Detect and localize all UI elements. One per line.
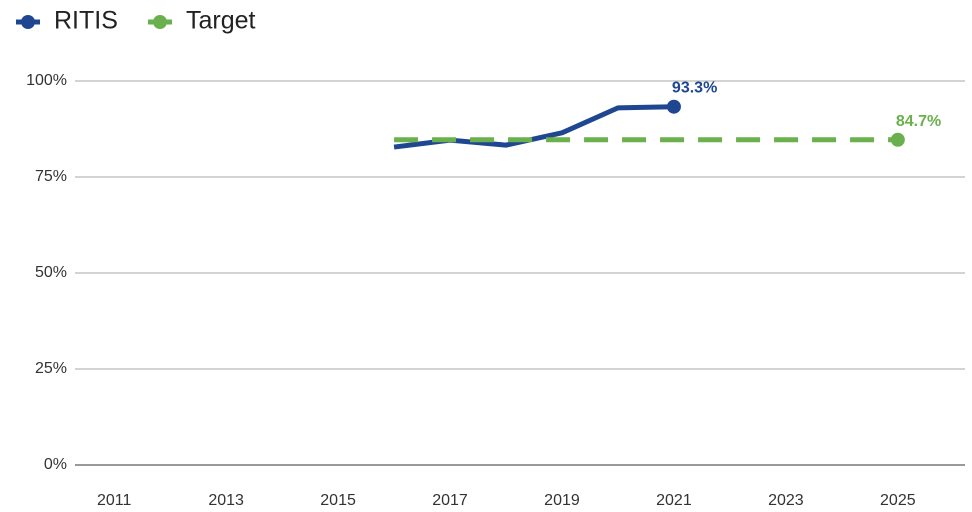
- data-label: 84.7%: [896, 113, 941, 130]
- data-label: 93.3%: [672, 80, 717, 97]
- x-tick-label: 2015: [320, 492, 356, 509]
- legend-label: Target: [186, 7, 256, 35]
- y-tick-label: 50%: [35, 264, 67, 281]
- y-tick-label: 75%: [35, 168, 67, 185]
- legend-label: RITIS: [54, 7, 118, 35]
- x-tick-label: 2021: [656, 492, 692, 509]
- legend-swatch: [21, 15, 35, 29]
- y-tick-label: 0%: [44, 456, 67, 473]
- x-tick-label: 2025: [880, 492, 916, 509]
- x-tick-label: 2023: [768, 492, 804, 509]
- x-tick-label: 2011: [97, 492, 132, 509]
- x-tick-label: 2019: [544, 492, 580, 509]
- x-tick-label: 2013: [208, 492, 244, 509]
- legend-swatch: [153, 15, 167, 29]
- x-tick-label: 2017: [432, 492, 468, 509]
- end-marker: [666, 99, 681, 114]
- end-marker: [890, 132, 905, 147]
- y-tick-label: 25%: [35, 360, 67, 377]
- y-tick-label: 100%: [26, 72, 67, 89]
